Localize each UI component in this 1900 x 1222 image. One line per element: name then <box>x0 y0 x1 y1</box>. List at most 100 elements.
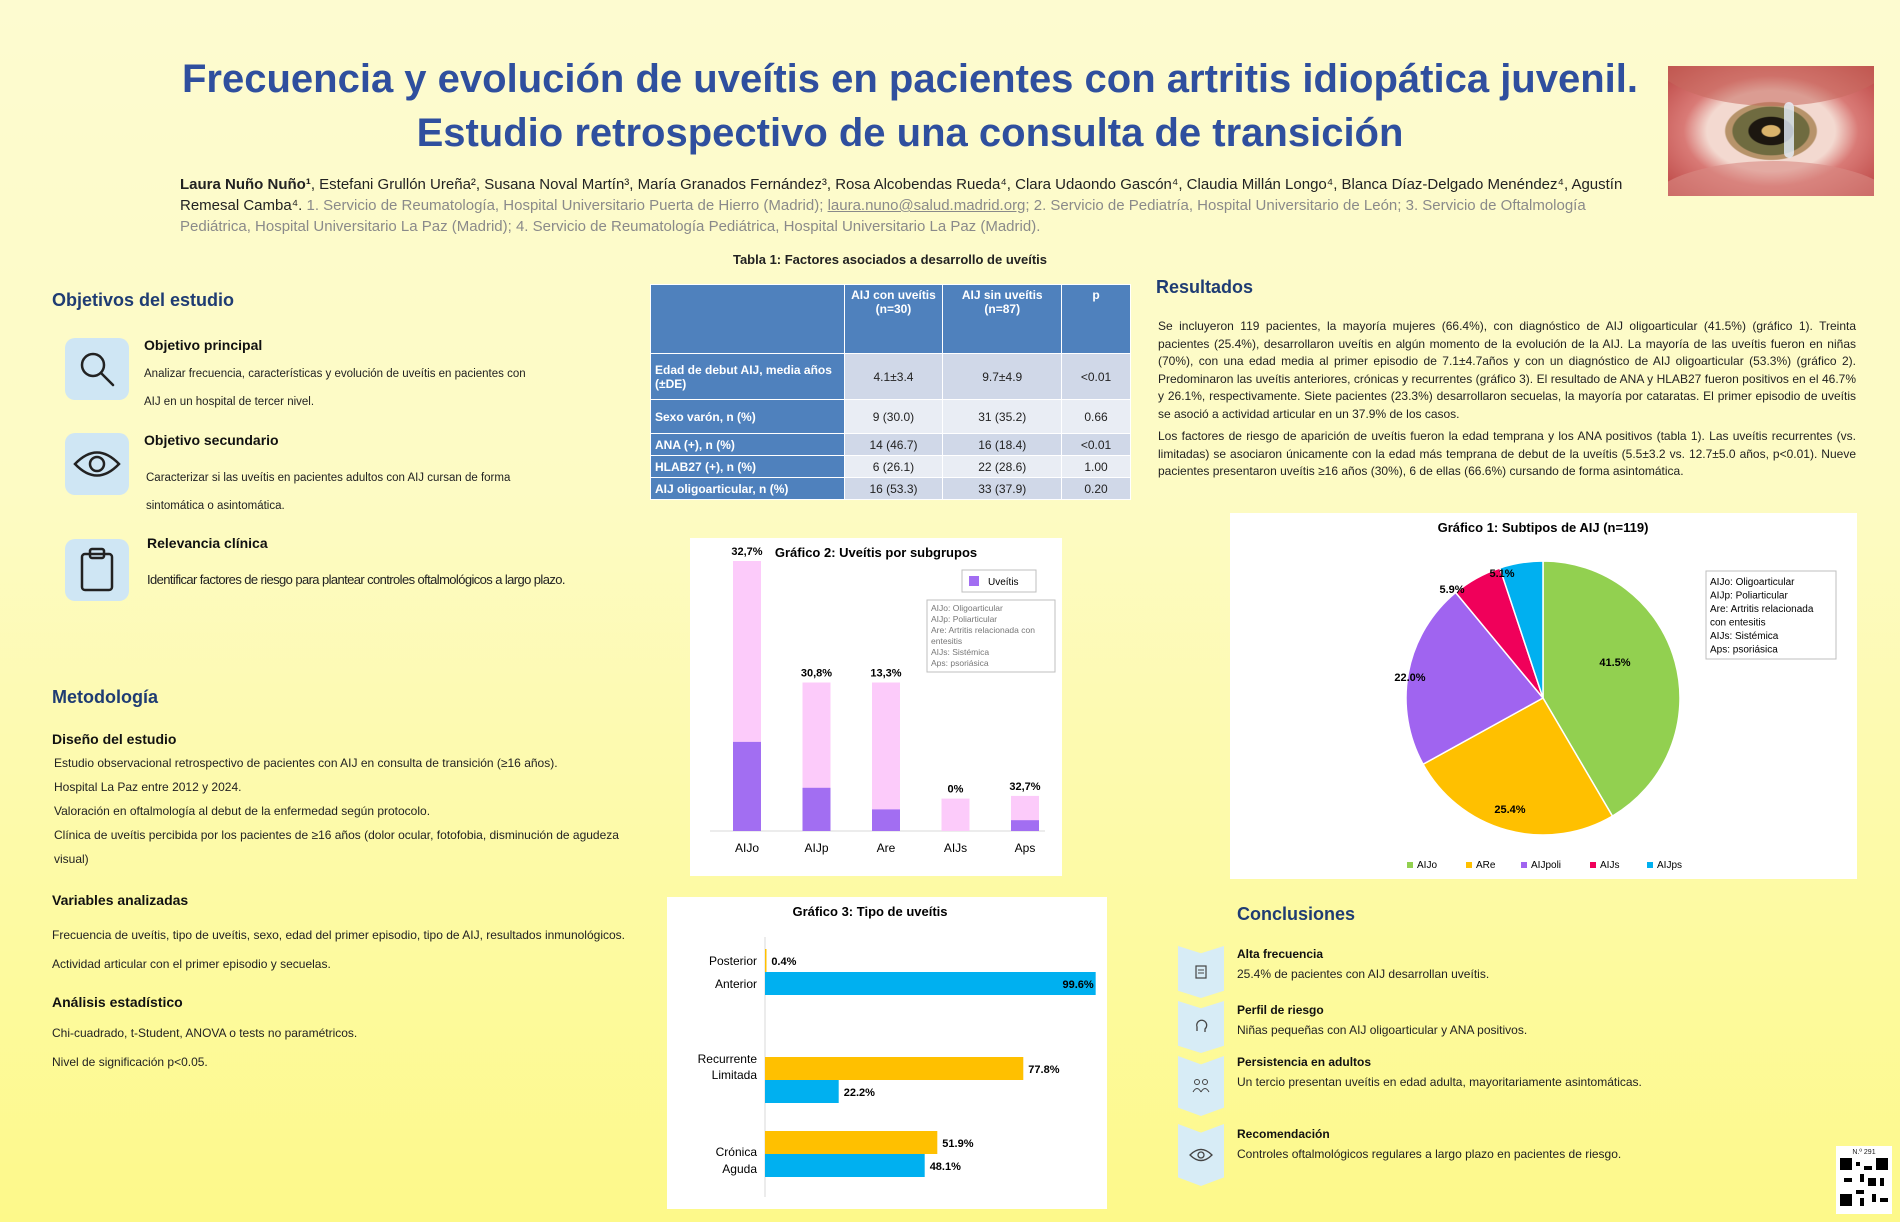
conclusions-heading: Conclusiones <box>1237 904 1356 924</box>
stats-line: Nivel de significación p<0.05. <box>52 1055 208 1069</box>
poster-title: Frecuencia y evolución de uveítis en pac… <box>120 52 1700 160</box>
legend-label: AIJo <box>1417 860 1437 871</box>
table-header <box>650 284 845 354</box>
table-cell: 33 (37.9) <box>942 477 1063 500</box>
x-tick-label: AIJs <box>944 841 967 855</box>
eye-icon <box>65 433 129 495</box>
x-tick-label: AIJo <box>735 841 759 855</box>
conclusion-item: Perfil de riesgo Niñas pequeñas con AIJ … <box>1237 1003 1837 1037</box>
table-cell: 14 (46.7) <box>843 433 944 456</box>
data-label: 5.1% <box>1489 568 1514 580</box>
variables-title: Variables analizadas <box>52 892 189 908</box>
data-label: 25.4% <box>1494 804 1525 816</box>
affiliation-rest: ; 2. Servicio de Pediatría, Hospital Uni… <box>180 197 1586 235</box>
legend-swatch <box>969 576 979 586</box>
qr-pattern <box>1840 1158 1888 1206</box>
other-authors: , Estefani Grullón Ureña², Susana Noval … <box>180 176 1623 214</box>
data-label: 22.2% <box>844 1087 875 1099</box>
y-tick-label: Aguda <box>722 1162 757 1176</box>
table-cell: 31 (35.2) <box>942 399 1063 434</box>
chart-3-svg: Gráfico 3: Tipo de uveítis 0.4% 99.6% 77.8%… <box>698 904 1096 1197</box>
table-cell: 16 (18.4) <box>942 433 1063 456</box>
clipboard-icon <box>65 539 129 601</box>
y-tick-label: Recurrente <box>698 1052 758 1066</box>
notes-box <box>1705 570 1837 660</box>
data-label: 0% <box>948 784 964 796</box>
table-header: AIJ sin uveítis (n=87) <box>942 284 1063 354</box>
chart-1-panel: Gráfico 1: Subtipos de AIJ (n=119) 41.5% 2… <box>1230 513 1857 879</box>
bar-uveitis <box>872 809 900 831</box>
stats-title: Análisis estadístico <box>52 994 183 1010</box>
data-label: 32,7% <box>1009 781 1040 793</box>
objective-1-title: Objetivo principal <box>144 337 263 353</box>
legend-swatch <box>1407 862 1413 868</box>
legend-swatch <box>1647 862 1653 868</box>
legend-note: Are: Artritis relacionada con <box>931 625 1035 635</box>
table-cell: Sexo varón, n (%) <box>650 399 845 434</box>
bar <box>765 1080 839 1103</box>
conclusion-title: Alta frecuencia <box>1237 947 1324 961</box>
variables-list: Frecuencia de uveítis, tipo de uveítis, … <box>52 921 712 979</box>
bar <box>765 949 767 972</box>
chart-1-svg: Gráfico 1: Subtipos de AIJ (n=119) 41.5% 2… <box>1394 520 1837 871</box>
legend-note: entesitis <box>931 636 962 646</box>
design-title: Diseño del estudio <box>52 731 177 747</box>
legend-swatch <box>1521 862 1527 868</box>
legend-note: Aps: psoriásica <box>931 658 989 668</box>
first-author: Laura Nuño Nuño¹ <box>180 176 311 193</box>
conclusion-text: Un tercio presentan uveítis en edad adul… <box>1237 1075 1642 1089</box>
table-cell: <0.01 <box>1061 433 1131 456</box>
objective-3-title: Relevancia clínica <box>147 535 268 551</box>
conclusion-title: Perfil de riesgo <box>1237 1003 1324 1017</box>
bar-total <box>872 682 900 831</box>
poster-number: N.º 291 <box>1852 1149 1876 1156</box>
design-line: Hospital La Paz entre 2012 y 2024. <box>54 780 242 794</box>
legend-box <box>961 569 1037 593</box>
email-link[interactable]: laura.nuno@salud.madrid.org <box>827 197 1026 214</box>
bar-uveitis <box>733 741 761 831</box>
pie-slice <box>1405 591 1545 766</box>
table-cell: 6 (26.1) <box>843 455 944 478</box>
legend-note: Aps: psoriásica <box>1710 645 1778 656</box>
qr-code[interactable]: N.º 291 <box>1836 1146 1892 1214</box>
data-label: 99.6% <box>1062 979 1093 991</box>
results-paragraph-2: Los factores de riesgo de aparición de u… <box>1158 429 1856 478</box>
chart-title: Gráfico 1: Subtipos de AIJ (n=119) <box>1438 520 1649 535</box>
design-line: Valoración en oftalmología al debut de l… <box>54 804 431 818</box>
conclusion-item: Persistencia en adultos Un tercio presen… <box>1237 1055 1837 1089</box>
table-cell: 22 (28.6) <box>942 455 1063 478</box>
table-cell: Edad de debut AIJ, media años (±DE) <box>650 353 845 400</box>
table-cell: 4.1±3.4 <box>843 353 944 400</box>
notes-box <box>926 599 1056 673</box>
bar-uveitis <box>1011 820 1039 831</box>
objective-1-text: Analizar frecuencia, características y e… <box>144 368 526 408</box>
table-cell: 16 (53.3) <box>843 477 944 500</box>
design-list: Estudio observacional retrospectivo de p… <box>54 751 654 871</box>
head-icon <box>1178 1001 1224 1053</box>
design-line: Clínica de uveítis percibida por los pac… <box>54 828 619 866</box>
legend-note: AIJs: Sistémica <box>1710 631 1779 642</box>
conclusion-item: Recomendación Controles oftalmológicos r… <box>1237 1127 1837 1161</box>
legend-label: AIJs <box>1600 860 1619 871</box>
y-tick-label: Crónica <box>716 1145 758 1159</box>
table-cell: 9.7±4.9 <box>942 353 1063 400</box>
bar <box>765 1131 938 1154</box>
bar <box>765 1057 1024 1080</box>
legend-note: AIJp: Poliarticular <box>931 614 997 624</box>
stats-line: Chi-cuadrado, t-Student, ANOVA o tests n… <box>52 1026 358 1040</box>
data-label: 13,3% <box>870 668 901 680</box>
legend-swatch <box>1466 862 1472 868</box>
table-cell: <0.01 <box>1061 353 1131 400</box>
table-cell: AIJ oligoarticular, n (%) <box>650 477 845 500</box>
data-label: 48.1% <box>930 1161 961 1173</box>
people-icon <box>1178 1056 1224 1116</box>
data-label: 41.5% <box>1599 657 1630 669</box>
chart-title: Gráfico 3: Tipo de uveítis <box>792 904 947 919</box>
table-row: Edad de debut AIJ, media años (±DE) 4.1±… <box>650 353 1131 400</box>
table-header: AIJ con uveítis (n=30) <box>843 284 944 354</box>
table-cell: HLAB27 (+), n (%) <box>650 455 845 478</box>
chart-3-panel: Gráfico 3: Tipo de uveítis 0.4% 99.6% 77.8%… <box>667 897 1107 1209</box>
table-row: HLAB27 (+), n (%) 6 (26.1) 22 (28.6) 1.0… <box>650 455 1131 478</box>
table-header-row: AIJ con uveítis (n=30) AIJ sin uveítis (… <box>650 284 1131 354</box>
factors-table: AIJ con uveítis (n=30) AIJ sin uveítis (… <box>650 284 1131 500</box>
